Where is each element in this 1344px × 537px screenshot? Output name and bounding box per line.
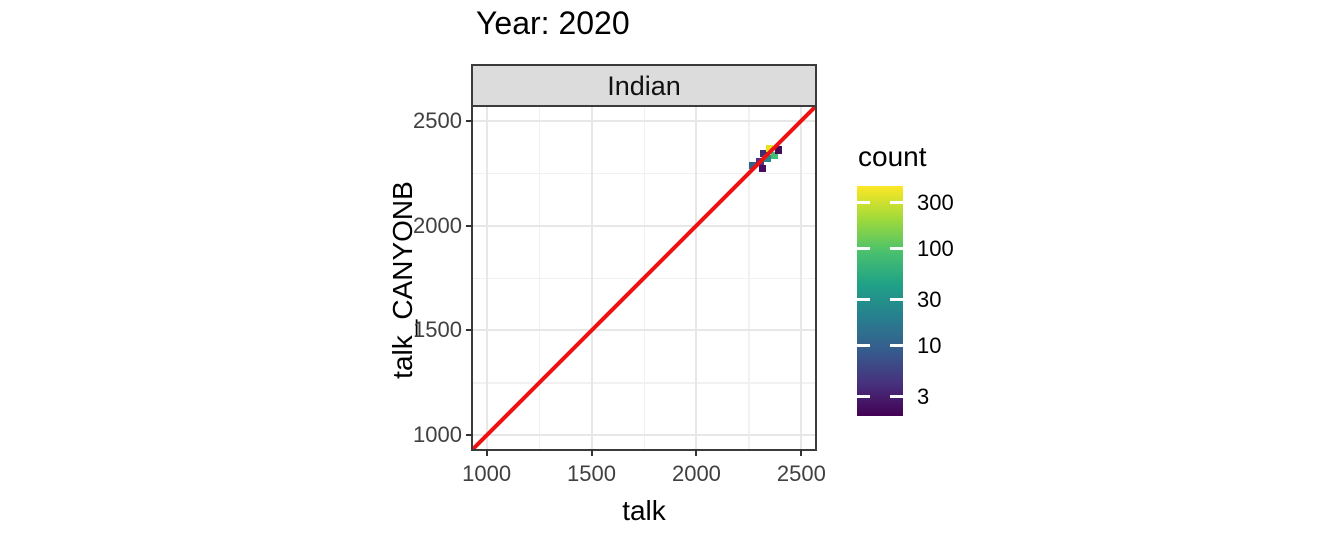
y-axis-tick-label: 1000 [413, 422, 462, 448]
legend-tick-left [857, 298, 870, 302]
legend-title: count [858, 141, 927, 172]
legend-tick-right [890, 298, 903, 302]
gridline-major-horizontal [473, 224, 815, 227]
y-axis-tick-mark [466, 434, 473, 437]
plot-title: Year: 2020 [476, 5, 630, 41]
facet-strip: Indian [471, 64, 817, 109]
y-axis-tick-mark [466, 119, 473, 122]
reference-line-layer [473, 107, 815, 449]
gridline-major-vertical [485, 107, 488, 449]
legend-tick-left [857, 247, 870, 251]
plot-panel [471, 105, 817, 451]
bin-square [763, 154, 771, 162]
legend-tick-right [890, 247, 903, 251]
y-axis-title: talk_CANYONB [387, 181, 418, 379]
bin-square [766, 144, 774, 153]
bin-square [760, 149, 768, 158]
legend-tick-right [890, 344, 903, 348]
legend-tick-label: 10 [917, 332, 942, 358]
gridline-major-horizontal [473, 119, 815, 122]
bin-square [770, 151, 779, 159]
legend-tick-label: 100 [917, 235, 954, 261]
bin-square [774, 146, 783, 154]
legend-tick-label: 30 [917, 286, 942, 312]
legend-tick-label: 3 [917, 383, 930, 409]
identity-reference-line [473, 107, 815, 449]
bin-square [749, 161, 757, 170]
y-axis-tick-label: 1500 [413, 317, 462, 343]
facet-label: Indian [607, 71, 681, 101]
legend-tick-left [857, 344, 870, 348]
x-axis-tick-label: 1000 [462, 461, 512, 486]
legend-tick-right [890, 395, 903, 399]
gridline-minor-horizontal [473, 172, 815, 175]
legend-tick-left [857, 395, 870, 399]
gridline-major-vertical [590, 107, 593, 449]
x-axis-tick-label: 2500 [776, 461, 826, 486]
gridline-major-horizontal [473, 434, 815, 437]
x-axis-tick-mark [695, 449, 698, 456]
x-axis-tick-label: 2000 [671, 461, 721, 486]
gridline-major-horizontal [473, 329, 815, 332]
x-axis-tick-mark [485, 449, 488, 456]
gridline-minor-horizontal [473, 382, 815, 384]
x-axis-tick-label: 1500 [567, 461, 616, 486]
gridline-major-vertical [695, 107, 698, 449]
y-axis-tick-mark [466, 329, 473, 332]
x-axis-tick-mark [590, 449, 593, 456]
legend-tick-right [890, 201, 903, 205]
x-axis-tick-mark [800, 449, 803, 456]
legend-tick-left [857, 201, 870, 205]
bin-square [758, 164, 766, 173]
legend-tick-label: 300 [917, 189, 954, 215]
y-axis-tick-label: 2500 [413, 107, 462, 133]
y-axis-tick-mark [466, 224, 473, 227]
x-axis-title: talk [622, 495, 666, 526]
y-axis-tick-label: 2000 [413, 212, 462, 238]
gridline-major-vertical [800, 107, 803, 449]
